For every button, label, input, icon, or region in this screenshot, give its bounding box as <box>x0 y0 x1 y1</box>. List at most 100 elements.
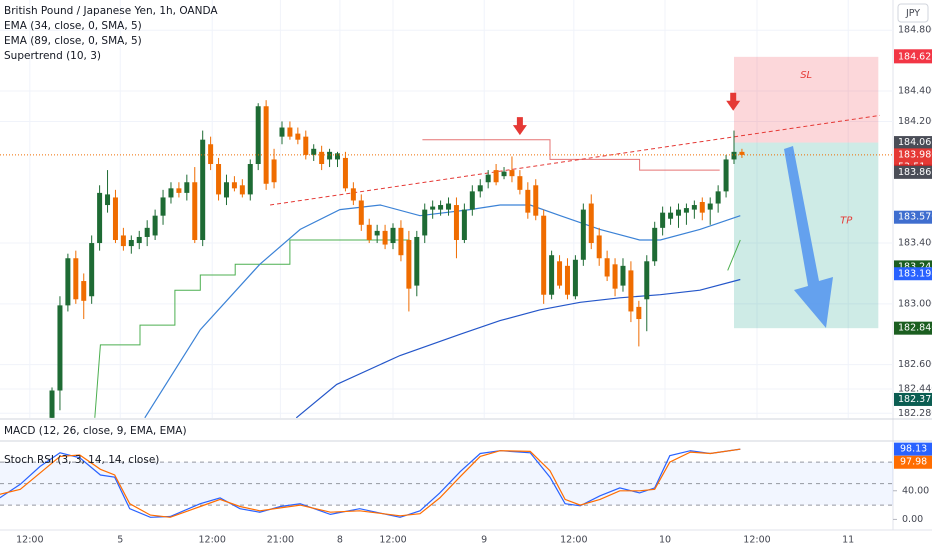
y-tick-label: 182.280 <box>898 408 932 419</box>
candle-body <box>446 203 452 210</box>
candle-body <box>184 182 190 193</box>
candle-body <box>596 235 602 259</box>
stop-label: SL <box>800 70 812 81</box>
stop-zone <box>734 56 879 143</box>
candle-body <box>485 174 491 183</box>
price-tag-label: 183.865 <box>898 167 932 178</box>
candle-body <box>628 270 634 312</box>
candle-body <box>620 265 626 286</box>
macd-title: MACD (12, 26, close, 9, EMA, EMA) <box>4 425 187 437</box>
candle-body <box>247 164 253 195</box>
price-tag-label: 183.570 <box>898 212 932 223</box>
legend-ema34: EMA (34, close, 0, SMA, 5) <box>4 20 142 32</box>
x-tick-label: 8 <box>337 535 343 546</box>
stoch-tick-label: 40.00 <box>902 485 929 496</box>
candle-body <box>691 205 697 210</box>
trendline <box>270 114 880 206</box>
x-tick-label: 10 <box>659 535 671 546</box>
candle-body <box>239 185 245 195</box>
candle-body <box>112 197 118 241</box>
price-tag <box>894 136 932 150</box>
candle-body <box>541 215 547 295</box>
y-tick-label: 184.800 <box>898 25 932 36</box>
candle-body <box>279 127 285 137</box>
candle-body <box>89 243 95 297</box>
stoch-pane <box>0 448 893 518</box>
candle-body <box>390 227 396 244</box>
symbol-title: British Pound / Japanese Yen, 1h, OANDA <box>4 5 218 17</box>
candle-body <box>406 240 412 289</box>
candle-body <box>200 139 206 241</box>
price-tag-label: 183.243 <box>898 261 932 272</box>
ema-line <box>144 204 741 418</box>
candle-body <box>707 203 713 210</box>
candle-body <box>216 164 222 195</box>
candle-body <box>549 255 555 295</box>
x-tick-label: 21:00 <box>267 535 294 546</box>
candle-body <box>335 153 341 160</box>
candle-body <box>438 205 444 210</box>
candle-body <box>683 208 689 213</box>
candle-body <box>327 151 333 160</box>
candle-body <box>533 185 539 216</box>
y-tick-label: 184.200 <box>898 116 932 127</box>
candle-body <box>152 215 158 236</box>
candle-body <box>398 227 404 256</box>
candle-body <box>453 205 459 241</box>
x-tick-label: 12:00 <box>16 535 43 546</box>
candle-body <box>366 224 372 241</box>
candle-body <box>501 171 507 177</box>
candle-body <box>271 159 277 183</box>
candle-body <box>208 144 214 165</box>
stoch-title: Stoch RSI (3, 3, 14, 14, close) <box>4 454 159 466</box>
candle-body <box>636 306 642 320</box>
candle-body <box>509 170 515 177</box>
candle-body <box>477 185 483 192</box>
price-tag <box>894 50 932 64</box>
y-tick-label: 183.000 <box>898 298 932 309</box>
candle-body <box>652 227 658 262</box>
candle-body <box>525 189 531 213</box>
candle-body <box>223 182 229 198</box>
x-tick-label: 11 <box>842 535 854 546</box>
price-tag <box>894 267 932 281</box>
stoch-tick-label: 0.00 <box>902 514 923 525</box>
signal-arrow <box>726 92 741 111</box>
candle-body <box>644 261 650 300</box>
candle-body <box>374 230 380 236</box>
price-tag <box>894 321 932 335</box>
candle-body <box>144 227 150 237</box>
candle-body <box>668 212 674 219</box>
candle-body <box>120 235 126 247</box>
signal-arrow <box>512 117 527 136</box>
currency: JPY <box>905 8 920 19</box>
x-tick-label: 9 <box>481 535 487 546</box>
legend-supertrend: Supertrend (10, 3) <box>4 50 101 62</box>
candle-body <box>73 258 79 300</box>
y-tick-label: 182.440 <box>898 383 932 394</box>
y-tick-label: 182.600 <box>898 359 932 370</box>
candle-body <box>192 182 198 241</box>
candle-body <box>231 182 237 189</box>
candle-body <box>461 209 467 241</box>
candle-body <box>731 151 737 160</box>
price-tag-label: 182.840 <box>898 323 932 334</box>
candle-body <box>660 212 666 228</box>
price-tag-label: 184.625 <box>898 51 932 62</box>
drawn-arrow <box>784 146 833 328</box>
candle-body <box>382 230 388 245</box>
price-tag <box>894 442 932 456</box>
price-tag-label: 183.198 <box>898 268 932 279</box>
candle-body <box>739 151 745 155</box>
price-tag-label: 183.980 <box>898 149 932 160</box>
candle-body <box>49 390 55 418</box>
main-pane <box>0 0 893 418</box>
candle-body <box>65 258 71 306</box>
supertrend-up <box>94 239 741 418</box>
y-tick-label: 184.400 <box>898 86 932 97</box>
candle-body <box>572 259 578 297</box>
candle-body <box>564 265 570 295</box>
candle-body <box>517 176 523 190</box>
candle-body <box>263 106 269 184</box>
candle-body <box>723 159 729 192</box>
